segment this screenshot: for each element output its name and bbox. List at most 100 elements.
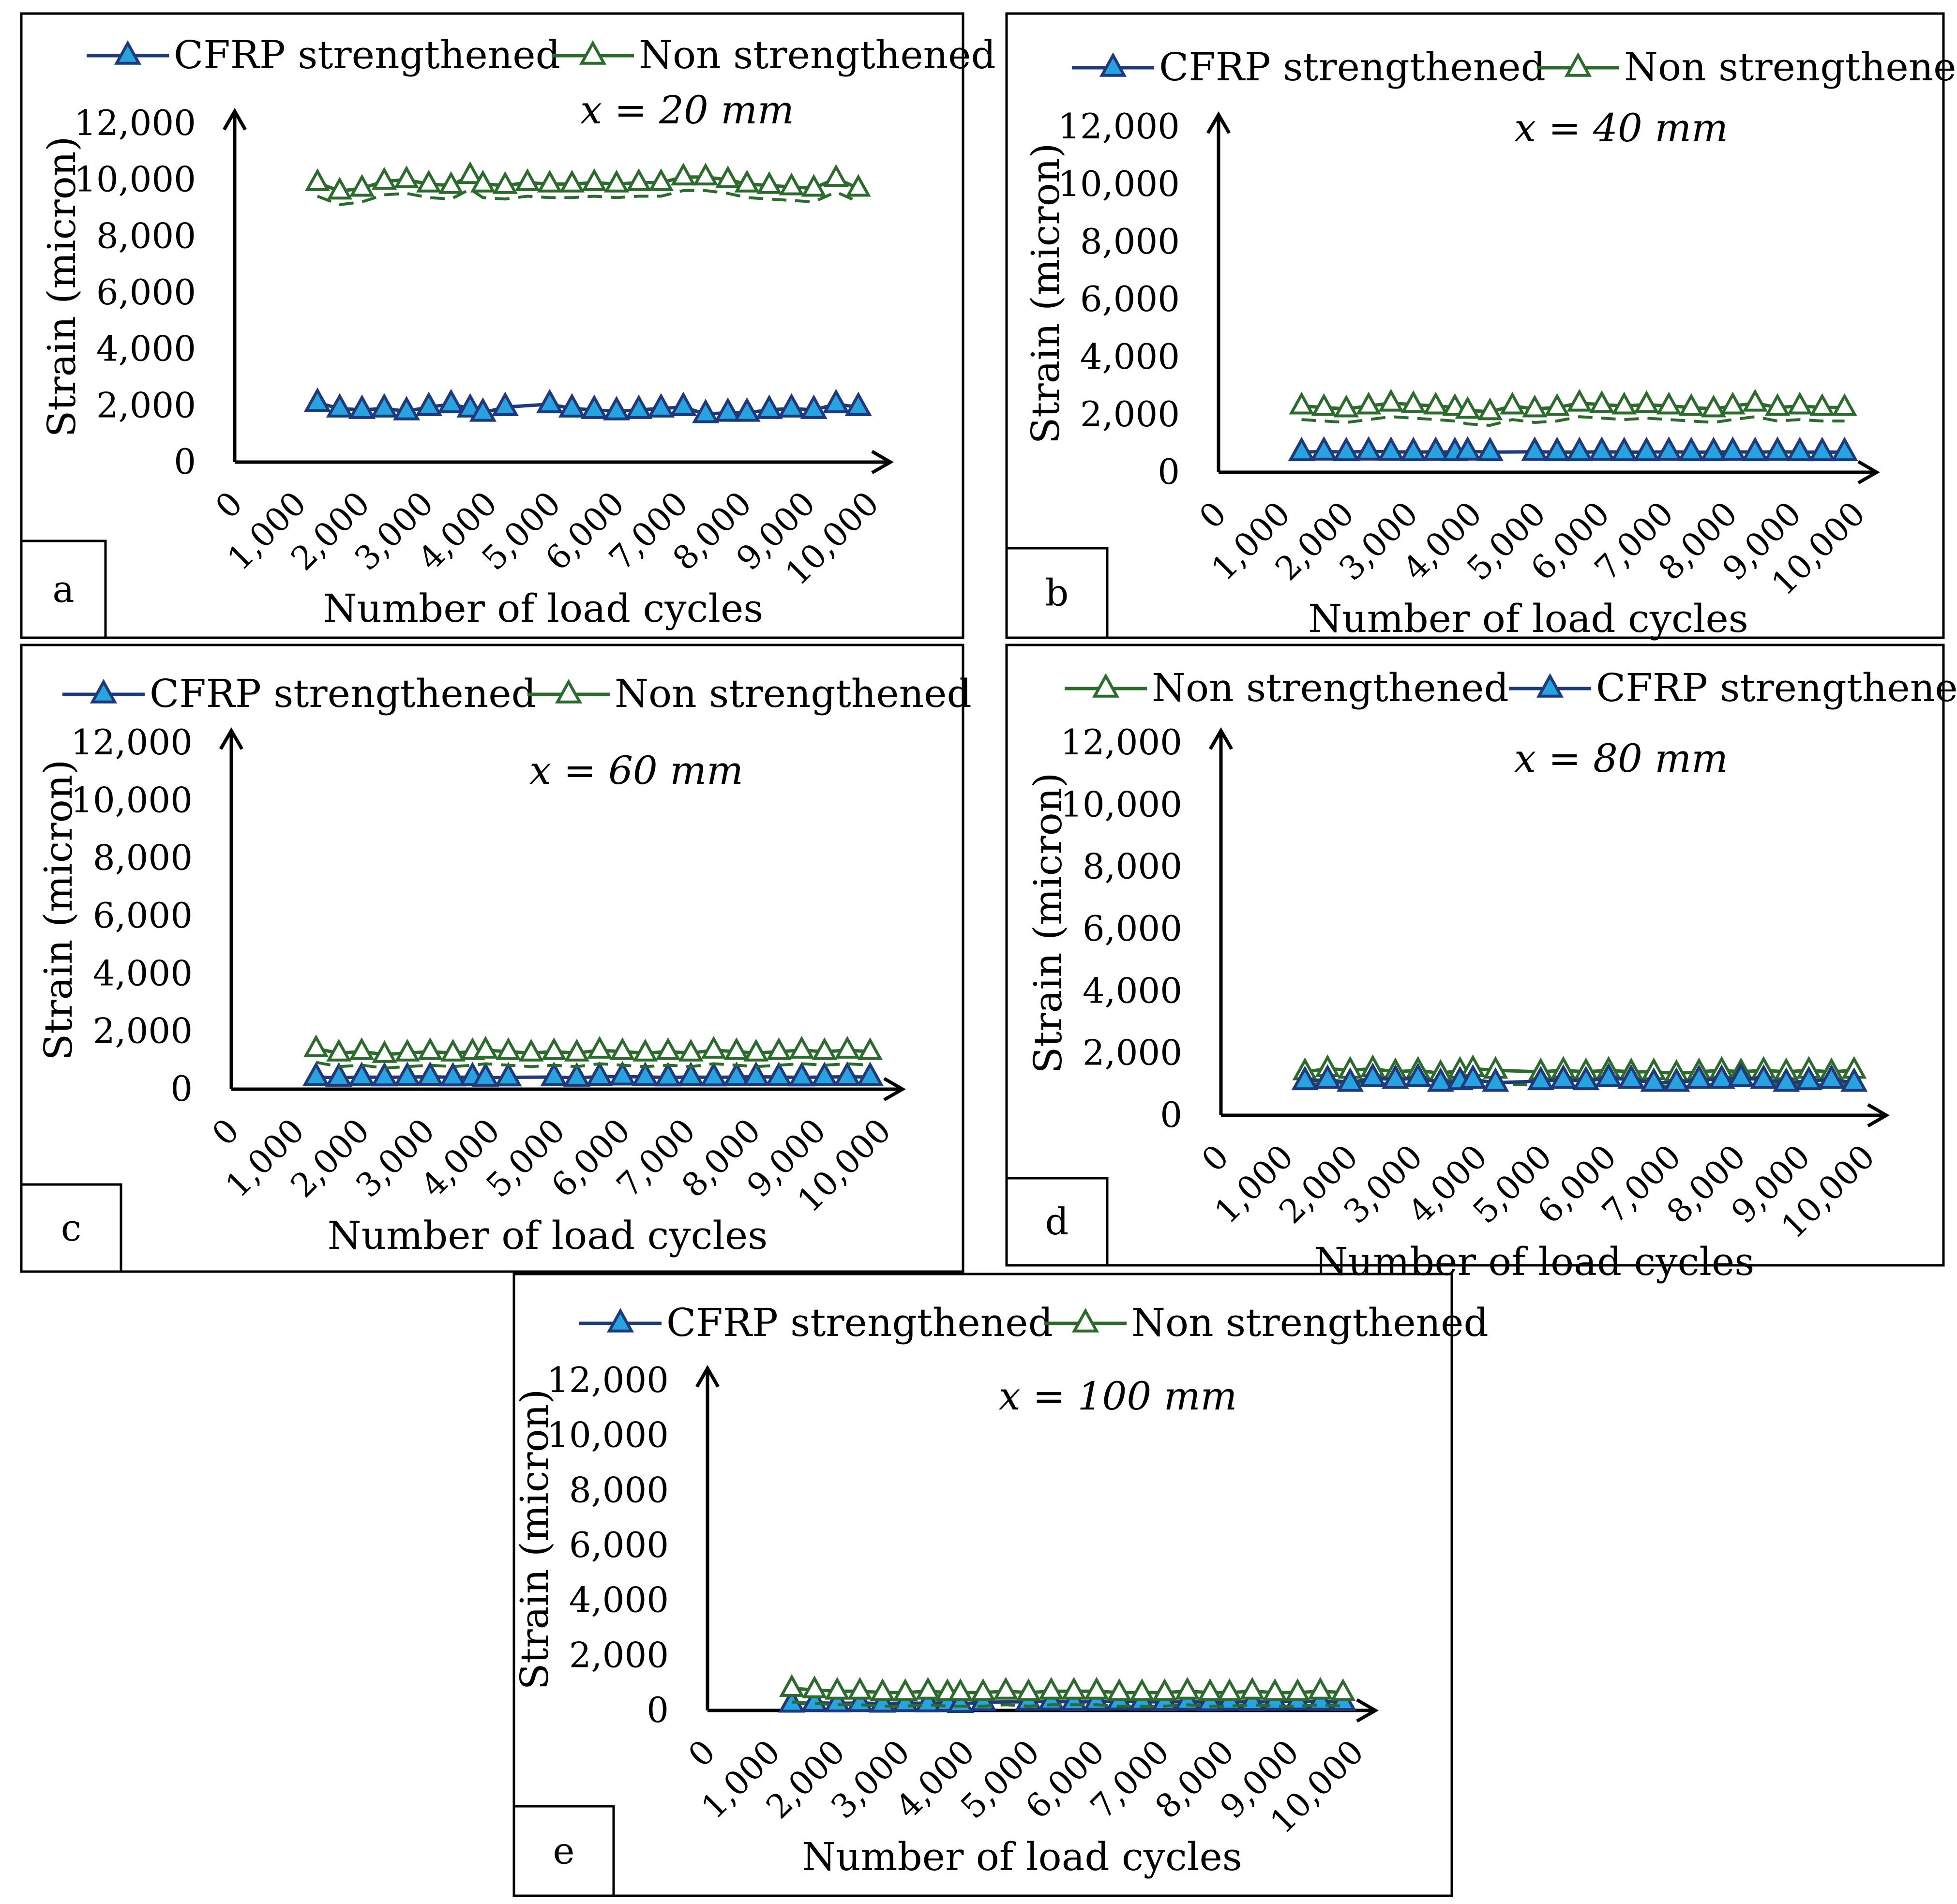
data-point (654, 1062, 682, 1087)
panel-letter: b (1045, 571, 1069, 615)
x-axis-arrow (1857, 460, 1880, 485)
data-point (1678, 393, 1704, 416)
position-annotation: x = 20 mm (580, 88, 794, 133)
data-point (1359, 1063, 1386, 1087)
data-point (1197, 1678, 1223, 1701)
x-axis-title: Number of load cycles (1314, 1239, 1755, 1284)
data-point (1330, 1678, 1356, 1701)
legend-label: CFRP strengthened (1596, 665, 1957, 710)
y-tick-label: 10,000 (71, 780, 193, 820)
x-tick-label: 0 (1192, 495, 1234, 536)
x-axis-title: Number of load cycles (323, 586, 764, 631)
position-annotation: x = 60 mm (529, 748, 743, 793)
data-point (1377, 436, 1405, 461)
data-point (303, 1034, 329, 1057)
data-point (540, 1062, 568, 1086)
data-point (812, 1037, 837, 1060)
data-point (802, 1675, 828, 1698)
series-dashed-line (316, 1061, 871, 1070)
data-point (1039, 1677, 1064, 1700)
x-tick-label: 0 (681, 1733, 723, 1774)
data-point (1455, 396, 1480, 419)
legend-swatch-marker (1564, 52, 1592, 77)
data-point (1332, 436, 1360, 462)
data-point (1550, 1064, 1577, 1089)
data-point (473, 1035, 498, 1059)
y-tick-label: 6,000 (96, 272, 196, 313)
data-point (733, 397, 761, 422)
position-annotation: x = 100 mm (999, 1374, 1237, 1419)
data-point (1611, 436, 1638, 462)
panel-frame (1005, 12, 1945, 639)
y-axis-arrow (219, 727, 244, 750)
data-point (1336, 1067, 1364, 1092)
data-point (677, 1062, 705, 1086)
data-point (536, 389, 564, 414)
y-tick-label: 6,000 (1083, 908, 1182, 949)
y-tick-label: 0 (1160, 1094, 1182, 1135)
data-point (1084, 1677, 1110, 1700)
data-point (1808, 436, 1836, 462)
data-point (822, 389, 850, 414)
y-tick-label: 2,000 (96, 385, 196, 425)
x-tick-label: 0 (205, 1111, 247, 1153)
y-tick-label: 0 (1158, 451, 1180, 492)
legend-label: Non strengthened (1131, 1300, 1489, 1345)
data-point (892, 1678, 918, 1701)
legend-swatch-marker (555, 679, 583, 704)
data-point (788, 1062, 815, 1087)
data-point (416, 169, 442, 193)
data-point (778, 393, 805, 418)
y-tick-label: 2,000 (93, 1011, 193, 1051)
y-tick-label: 2,000 (1080, 394, 1180, 435)
data-point (1500, 391, 1525, 415)
series-non (779, 1674, 1356, 1708)
data-point (1589, 390, 1615, 413)
y-tick-label: 12,000 (74, 103, 196, 143)
data-point (626, 168, 652, 191)
data-point (1382, 1064, 1409, 1089)
data-point (801, 174, 827, 197)
data-point (472, 1062, 499, 1087)
data-point (765, 1062, 793, 1086)
data-point (349, 1037, 375, 1060)
data-point (1633, 436, 1660, 462)
data-point (439, 1062, 467, 1087)
data-point (655, 1037, 681, 1060)
data-point (1617, 1064, 1645, 1089)
data-point (581, 168, 607, 191)
data-point (856, 1062, 884, 1086)
data-point (1663, 1067, 1690, 1092)
data-point (518, 1038, 544, 1062)
data-point (1333, 394, 1359, 418)
data-point (1543, 436, 1571, 462)
data-point (847, 1677, 873, 1700)
x-axis-title: Number of load cycles (328, 1213, 768, 1258)
y-tick-label: 4,000 (93, 953, 193, 993)
data-point (1763, 436, 1791, 461)
data-point (723, 1062, 751, 1086)
data-point (1566, 436, 1593, 462)
data-point (1239, 1677, 1265, 1700)
legend-label: CFRP strengthened (666, 1300, 1053, 1345)
legend-label: Non strengthened (1152, 665, 1509, 710)
data-point (326, 393, 354, 418)
data-point (755, 394, 783, 419)
chart-panel-a: a02,0004,0006,0008,00010,00012,00001,000… (20, 12, 996, 639)
data-point (559, 169, 585, 193)
data-point (417, 1037, 443, 1060)
data-point (1720, 391, 1746, 415)
y-axis-arrow (695, 1365, 720, 1388)
data-point (440, 1038, 466, 1062)
data-point (1700, 436, 1728, 462)
data-point (625, 394, 653, 419)
data-point (1840, 1067, 1868, 1092)
y-axis-title: Strain (micron) (39, 136, 84, 437)
data-point (800, 394, 828, 419)
position-annotation: x = 80 mm (1514, 736, 1728, 781)
data-point (610, 1037, 635, 1060)
data-point (1750, 1064, 1777, 1089)
y-tick-label: 8,000 (569, 1469, 669, 1510)
panel-letter: c (61, 1206, 82, 1249)
